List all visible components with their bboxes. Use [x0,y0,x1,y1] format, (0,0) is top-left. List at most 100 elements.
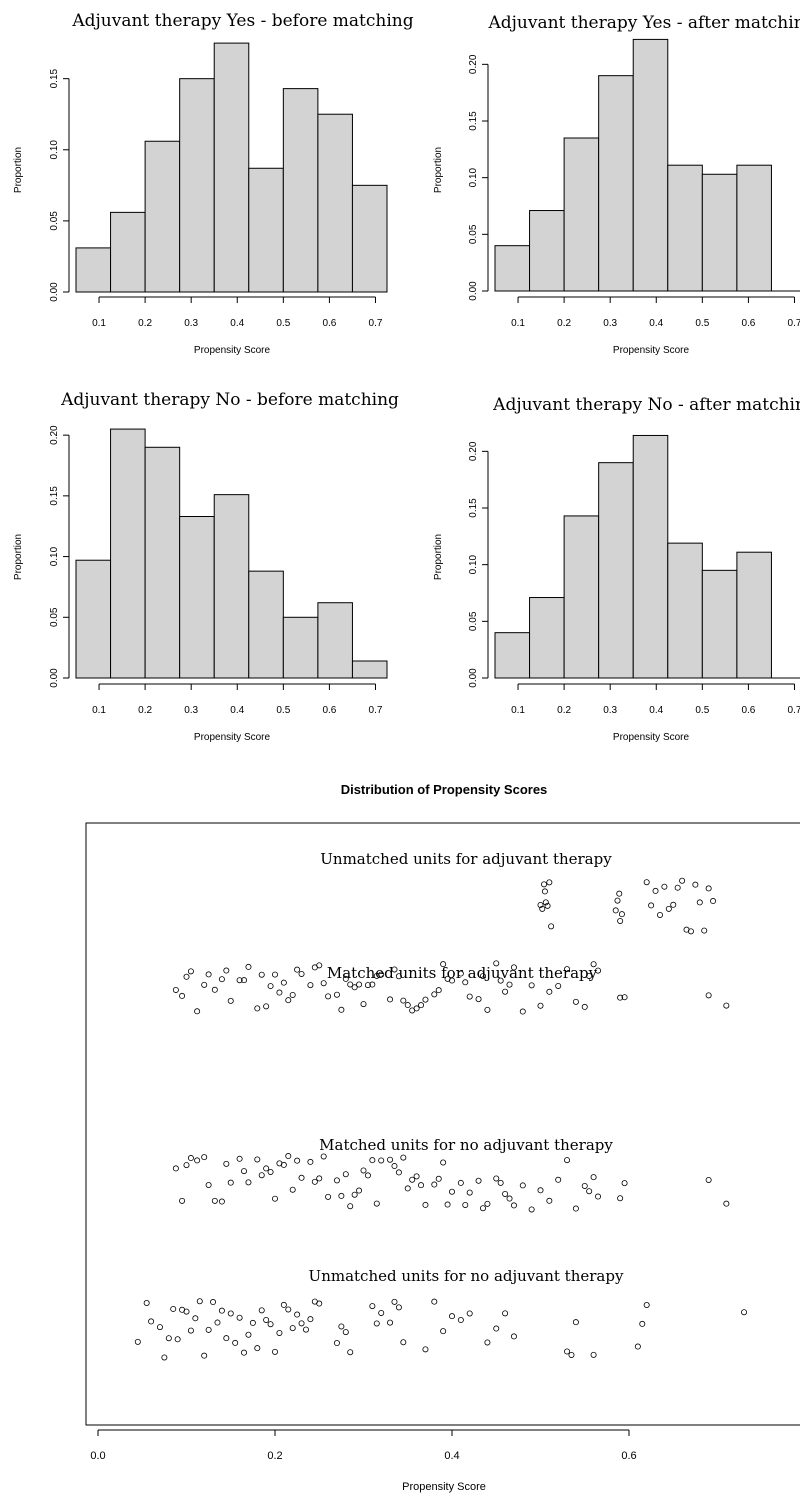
scatter-point [249,1319,256,1326]
scatter-point [391,1163,398,1170]
scatter-x-tick-label: 0.0 [90,1450,105,1462]
scatter-point [493,960,500,967]
x-tick-label: 0.5 [276,705,290,716]
scatter-point [404,1185,411,1192]
hist-bar [494,632,531,679]
scatter-point [223,1160,230,1167]
scatter-point [192,1315,199,1322]
scatter-point [179,992,186,999]
scatter-point [223,967,230,974]
scatter-point [280,1301,287,1308]
x-tick-label: 0.2 [557,318,571,329]
scatter-xlabel: Propensity Score [402,1481,486,1493]
scatter-point [211,986,218,993]
x-tick-label: 0.4 [649,705,663,716]
hist-bar [248,570,284,679]
scatter-point [572,1319,579,1326]
scatter-point [548,923,555,930]
scatter-point [205,971,212,978]
scatter-point [179,1197,186,1204]
scatter-point [643,1301,650,1308]
scatter-point [586,972,593,979]
scatter-point [172,1165,179,1172]
scatter-point [696,899,703,906]
scatter-point [298,1320,305,1327]
hist-bar [598,462,634,679]
scatter-point [564,1157,571,1164]
scatter-point [537,1002,544,1009]
scatter-point [395,1304,402,1311]
hist2-plot: 0.1 0.2 0.3 0.4 0.5 0.6 0.7 0.00 0.05 0.10 0.15 0.2… [468,38,800,329]
x-tick-label: 0.6 [322,318,336,329]
scatter-point [581,1182,588,1189]
scatter-point [325,1193,332,1200]
hist-bar [351,184,388,293]
scatter-point [670,901,677,908]
hist-bar [598,75,634,292]
scatter-point [546,988,553,995]
scatter-point [364,1172,371,1179]
hist3-xlabel: Propensity Score [194,732,271,743]
hist1-plot: 0.1 0.2 0.3 0.4 0.5 0.6 0.7 0.00 0.05 0.10 0.15 [49,42,388,329]
scatter-point [148,1318,155,1325]
hist-bar [282,616,319,679]
x-tick-label: 0.6 [741,318,755,329]
scatter-point [617,994,624,1001]
scatter-point [289,991,296,998]
scatter-point [271,1348,278,1355]
scatter-point [316,1300,323,1307]
scatter-point [448,1313,455,1320]
hist-bar [110,211,146,293]
x-tick-label: 0.1 [92,705,106,716]
scatter-point [493,1325,500,1332]
hist-bar [736,164,772,292]
scatter-point [236,1314,243,1321]
scatter-point [187,968,194,975]
scatter-point [333,1177,340,1184]
scatter-point [333,991,340,998]
x-tick-label: 0.4 [230,705,244,716]
scatter-point [391,1298,398,1305]
scatter-point [643,879,650,886]
y-tick-label: 0.15 [49,68,60,88]
scatter-point [542,899,549,906]
scatter-point [218,1198,225,1205]
x-tick-label: 0.3 [603,705,617,716]
scatter-point [741,1309,748,1316]
scatter-point [502,1310,509,1317]
hist3-ylabel: Proportion [13,534,24,580]
y-tick-label: 0.10 [49,140,60,160]
scatter-point [466,993,473,1000]
scatter-point [475,1177,482,1184]
scatter-point [320,980,327,987]
scatter-point [307,982,314,989]
scatter-x-tick-label: 0.2 [267,1450,282,1462]
scatter-point [528,1206,535,1213]
scatter-point [267,1168,274,1175]
scatter-point [440,1159,447,1166]
hist-bar [75,247,112,293]
scatter-point [510,1333,517,1340]
hist4-title: Adjuvant therapy No - after matching [492,395,800,415]
group-label-unmatched-adj: Unmatched units for adjuvant therapy [320,850,612,868]
hist2-ylabel: Proportion [433,147,444,193]
scatter-point [475,996,482,1003]
hist3-title: Adjuvant therapy No - before matching [60,390,399,410]
scatter-point [448,1188,455,1195]
scatter-point [564,1348,571,1355]
scatter-point [258,1307,265,1314]
scatter-point [298,1174,305,1181]
scatter-point [422,1201,429,1208]
scatter-point [316,1175,323,1182]
scatter-point [466,1189,473,1196]
scatter-point [201,1352,208,1359]
scatter-point [418,1002,425,1009]
scatter-point [648,902,655,909]
scatter-point [546,879,553,886]
scatter-point [701,927,708,934]
hist-bar [144,446,181,679]
x-tick-label: 0.2 [138,705,152,716]
x-tick-label: 0.3 [184,705,198,716]
scatter-point [679,877,686,884]
hist-bar [213,42,250,293]
